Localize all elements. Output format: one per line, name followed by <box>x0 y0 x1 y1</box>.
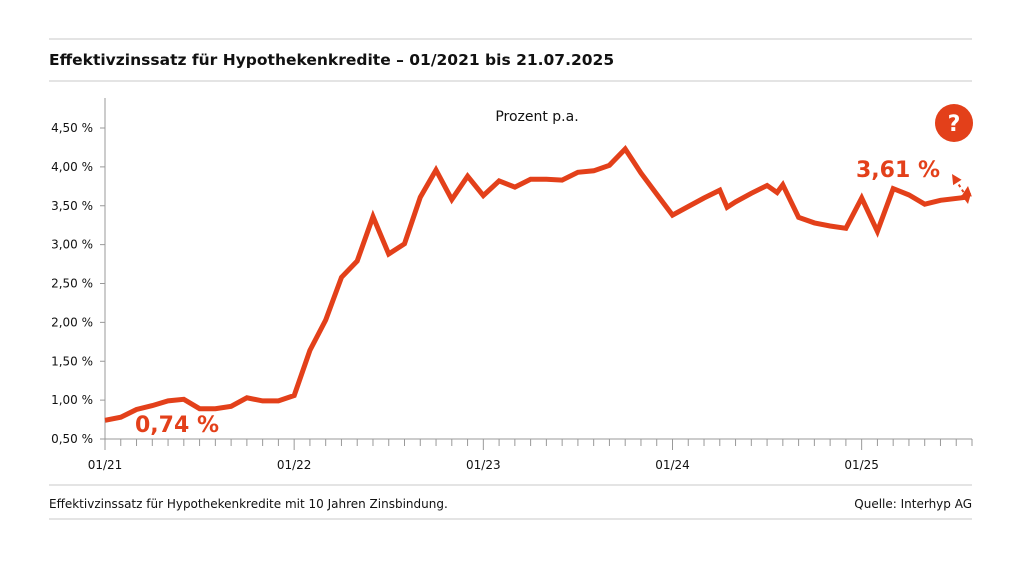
y-axis: 0,50 % 1,00 % 1,50 % 2,00 % 2,50 % 3,00 % 3,50… <box>51 98 106 446</box>
trend-arrow-head <box>952 174 962 186</box>
y-tick-label: 1,00 % <box>51 393 93 407</box>
x-tick-label: 01/23 <box>466 458 501 472</box>
svg-text:?: ? <box>948 112 961 137</box>
y-tick-label: 3,50 % <box>51 199 93 213</box>
footer-rule-top <box>49 484 972 486</box>
y-tick-label: 4,00 % <box>51 160 93 174</box>
y-tick-label: 2,00 % <box>51 315 93 329</box>
question-mark-icon[interactable]: ? <box>935 104 973 142</box>
start-value-label: 0,74 % <box>135 413 219 438</box>
chart-title: Effektivzinssatz für Hypothekenkredite –… <box>49 51 615 69</box>
x-axis: 01/21 01/22 01/23 01/24 01/25 <box>88 438 973 472</box>
line-chart: 0,50 % 1,00 % 1,50 % 2,00 % 2,50 % 3,00 % 3,50… <box>51 98 973 472</box>
y-tick-label: 3,00 % <box>51 238 93 252</box>
source-label: Quelle: Interhyp AG <box>854 497 972 511</box>
series-line <box>104 145 967 423</box>
x-tick-label: 01/22 <box>277 458 312 472</box>
x-tick-label: 01/25 <box>844 458 879 472</box>
unit-label: Prozent p.a. <box>495 109 578 125</box>
x-tick-label: 01/24 <box>655 458 690 472</box>
x-tick-label: 01/21 <box>88 458 123 472</box>
y-tick-label: 0,50 % <box>51 432 93 446</box>
title-rule <box>49 80 972 82</box>
footer-rule-bottom <box>49 518 972 520</box>
trend-arrow-head <box>961 193 972 204</box>
footnote: Effektivzinssatz für Hypothekenkredite m… <box>49 497 448 511</box>
top-rule <box>49 38 972 40</box>
series-group <box>104 145 967 423</box>
y-tick-label: 4,50 % <box>51 121 93 135</box>
y-tick-label: 2,50 % <box>51 277 93 291</box>
end-value-label: 3,61 % <box>856 158 940 183</box>
annotations: 0,74 % 3,61 % <box>135 158 972 438</box>
y-tick-label: 1,50 % <box>51 354 93 368</box>
